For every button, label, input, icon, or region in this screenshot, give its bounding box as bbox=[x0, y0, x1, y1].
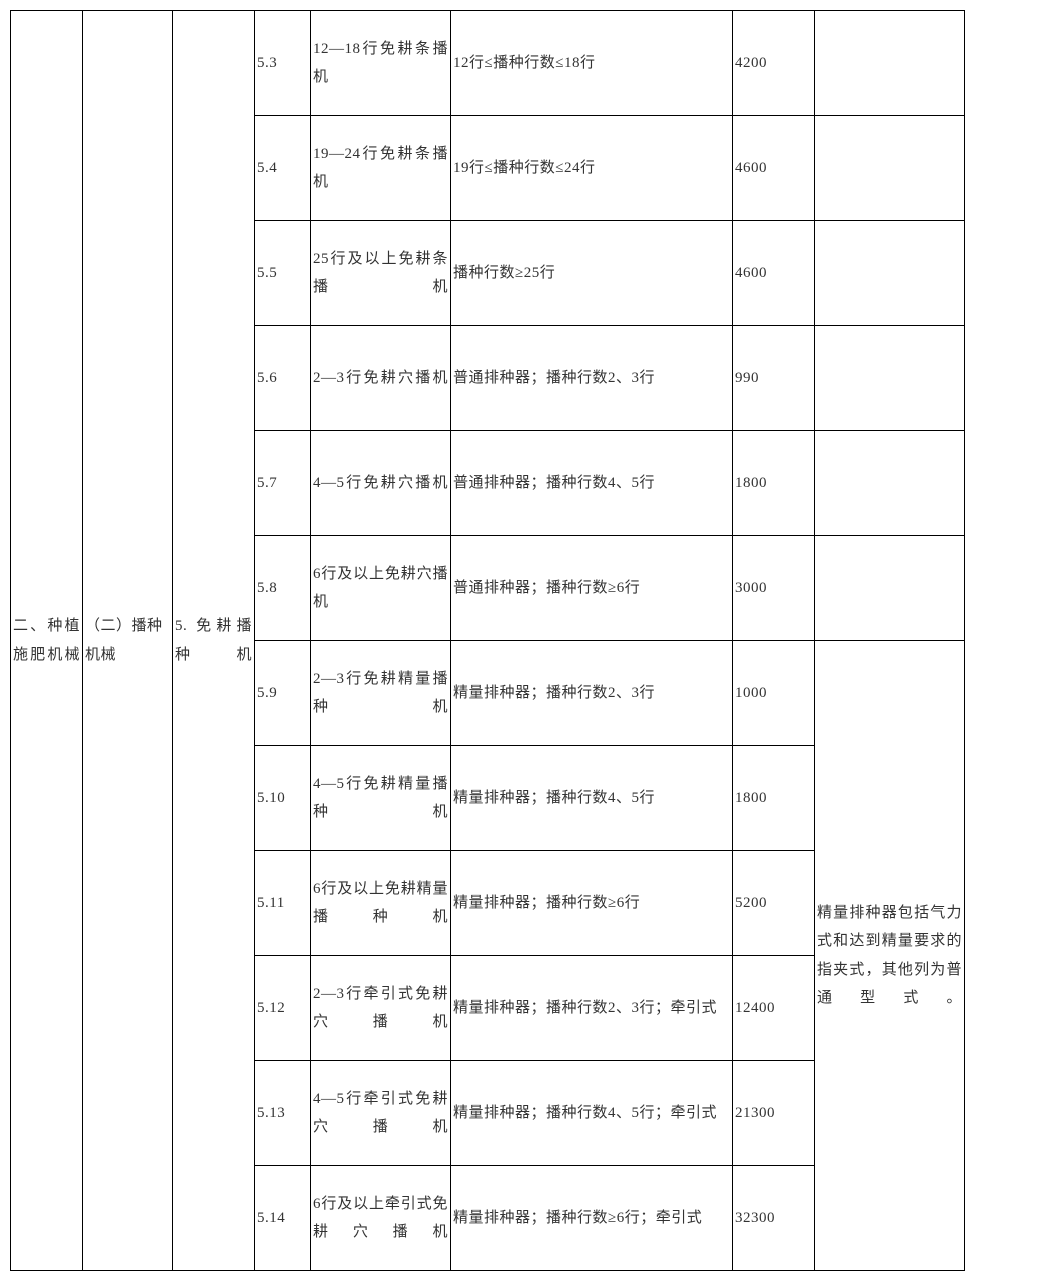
item-name: 19—24行免耕条播机 bbox=[311, 116, 451, 221]
table-row: 二、种植施肥机械（二）播种机械5. 免耕播种机5.312—18行免耕条播机12行… bbox=[11, 11, 965, 116]
item-name: 4—5行免耕穴播机 bbox=[311, 431, 451, 536]
item-value: 4200 bbox=[733, 11, 815, 116]
row-index: 5.4 bbox=[255, 116, 311, 221]
item-value: 1800 bbox=[733, 431, 815, 536]
item-note bbox=[815, 11, 965, 116]
item-spec: 精量排种器；播种行数≥6行 bbox=[451, 851, 733, 956]
row-index: 5.13 bbox=[255, 1061, 311, 1166]
category-1: 二、种植施肥机械 bbox=[11, 11, 83, 1271]
item-value: 4600 bbox=[733, 221, 815, 326]
item-note bbox=[815, 326, 965, 431]
item-spec: 12行≤播种行数≤18行 bbox=[451, 11, 733, 116]
item-note bbox=[815, 221, 965, 326]
row-index: 5.9 bbox=[255, 641, 311, 746]
item-value: 32300 bbox=[733, 1166, 815, 1271]
item-spec: 精量排种器；播种行数≥6行；牵引式 bbox=[451, 1166, 733, 1271]
item-note bbox=[815, 431, 965, 536]
item-spec: 普通排种器；播种行数4、5行 bbox=[451, 431, 733, 536]
item-spec: 播种行数≥25行 bbox=[451, 221, 733, 326]
row-index: 5.5 bbox=[255, 221, 311, 326]
item-spec: 精量排种器；播种行数4、5行 bbox=[451, 746, 733, 851]
item-name: 6行及以上免耕穴播机 bbox=[311, 536, 451, 641]
item-spec: 普通排种器；播种行数≥6行 bbox=[451, 536, 733, 641]
item-spec: 精量排种器；播种行数2、3行 bbox=[451, 641, 733, 746]
item-name: 2—3行免耕穴播机 bbox=[311, 326, 451, 431]
item-value: 5200 bbox=[733, 851, 815, 956]
row-index: 5.14 bbox=[255, 1166, 311, 1271]
item-note bbox=[815, 116, 965, 221]
item-name: 4—5行免耕精量播种机 bbox=[311, 746, 451, 851]
item-value: 4600 bbox=[733, 116, 815, 221]
item-name: 2—3行牵引式免耕穴播机 bbox=[311, 956, 451, 1061]
item-note bbox=[815, 536, 965, 641]
item-value: 990 bbox=[733, 326, 815, 431]
row-index: 5.8 bbox=[255, 536, 311, 641]
row-index: 5.6 bbox=[255, 326, 311, 431]
item-name: 4—5行牵引式免耕穴播机 bbox=[311, 1061, 451, 1166]
row-index: 5.10 bbox=[255, 746, 311, 851]
row-index: 5.11 bbox=[255, 851, 311, 956]
item-spec: 精量排种器；播种行数4、5行；牵引式 bbox=[451, 1061, 733, 1166]
item-spec: 19行≤播种行数≤24行 bbox=[451, 116, 733, 221]
item-value: 12400 bbox=[733, 956, 815, 1061]
item-name: 2—3行免耕精量播种机 bbox=[311, 641, 451, 746]
row-index: 5.12 bbox=[255, 956, 311, 1061]
category-2: （二）播种机械 bbox=[83, 11, 173, 1271]
item-value: 21300 bbox=[733, 1061, 815, 1166]
item-spec: 普通排种器；播种行数2、3行 bbox=[451, 326, 733, 431]
row-index: 5.3 bbox=[255, 11, 311, 116]
item-name: 6行及以上免耕精量播种机 bbox=[311, 851, 451, 956]
item-spec: 精量排种器；播种行数2、3行；牵引式 bbox=[451, 956, 733, 1061]
item-name: 12—18行免耕条播机 bbox=[311, 11, 451, 116]
item-value: 3000 bbox=[733, 536, 815, 641]
item-name: 25行及以上免耕条播机 bbox=[311, 221, 451, 326]
item-name: 6行及以上牵引式免耕穴播机 bbox=[311, 1166, 451, 1271]
item-value: 1800 bbox=[733, 746, 815, 851]
item-value: 1000 bbox=[733, 641, 815, 746]
category-3: 5. 免耕播种机 bbox=[173, 11, 255, 1271]
subsidy-table: 二、种植施肥机械（二）播种机械5. 免耕播种机5.312—18行免耕条播机12行… bbox=[10, 10, 965, 1271]
row-index: 5.7 bbox=[255, 431, 311, 536]
group-note: 精量排种器包括气力式和达到精量要求的指夹式，其他列为普通型式。 bbox=[815, 641, 965, 1271]
